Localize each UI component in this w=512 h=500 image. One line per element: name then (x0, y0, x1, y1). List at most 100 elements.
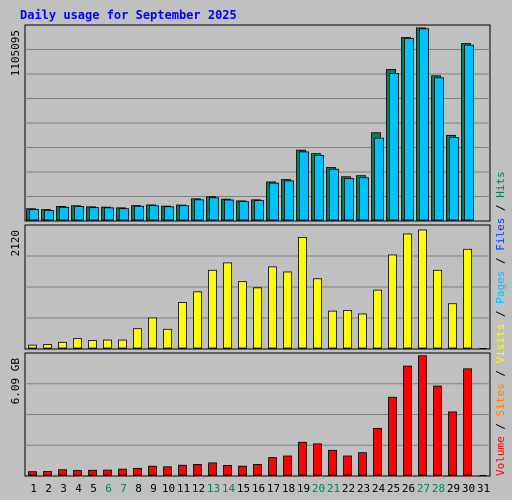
volume-bar-day-11 (178, 464, 187, 476)
pages-bar-day-12 (194, 199, 204, 221)
x-tick-label-day-12: 12 (192, 482, 205, 495)
legend-item-sites: Sites (494, 383, 507, 416)
volume-bar-day-19 (298, 441, 307, 476)
pages-bar-day-7 (119, 208, 129, 221)
legend-item-pages: Pages (494, 271, 507, 304)
legend-item-visits: Visits (494, 324, 507, 364)
volume-bar-day-15 (238, 465, 247, 476)
visits-bar-day-30 (463, 248, 472, 349)
visits-bar-day-28 (433, 269, 442, 349)
x-tick-label-day-23: 23 (357, 482, 370, 495)
volume-panel: 6.09 GB (9, 352, 491, 477)
x-axis-labels: 1 2 3 4 5 6 7 8 9 10 11 12 13 14 15 16 17 18 19 20 21 22 23 24 2… (30, 482, 490, 495)
visits-bar-day-13 (208, 269, 217, 349)
pages-bar-day-24 (374, 137, 384, 221)
volume-bar-day-22 (343, 455, 352, 476)
pages-bar-day-26 (404, 38, 414, 221)
legend-text: Volume / Sites / Visits / Pages / Files … (494, 171, 507, 476)
visits-bar-day-24 (373, 289, 382, 349)
x-tick-label-day-11: 11 (177, 482, 190, 495)
pages-bar-day-23 (359, 177, 369, 221)
visits-bar-day-2 (43, 344, 52, 349)
legend-separator: / (494, 363, 507, 383)
x-tick-label-day-7: 7 (120, 482, 127, 495)
volume-ymax-label: 6.09 GB (9, 358, 22, 405)
pages-bar-day-19 (299, 151, 309, 221)
visits-bar-day-3 (58, 341, 67, 349)
x-tick-label-day-14: 14 (222, 482, 236, 495)
legend-separator: / (494, 304, 507, 324)
x-tick-label-day-18: 18 (282, 482, 295, 495)
volume-bar-day-18 (283, 455, 292, 476)
pages-bar-day-3 (59, 206, 69, 221)
volume-bar-day-23 (358, 452, 367, 476)
legend: Volume / Sites / Visits / Pages / Files … (494, 171, 507, 476)
pages-bar-day-2 (44, 210, 54, 221)
x-tick-label-day-4: 4 (75, 482, 82, 495)
legend-item-files: Files (494, 218, 507, 251)
volume-bar-day-28 (433, 385, 442, 476)
x-tick-label-day-3: 3 (60, 482, 67, 495)
pages-bar-day-18 (284, 180, 294, 221)
x-tick-label-day-25: 25 (387, 482, 400, 495)
pages-bar-day-22 (344, 178, 354, 221)
visits-bar-day-9 (148, 317, 157, 349)
pages-bar-day-13 (209, 197, 219, 221)
pages-bar-day-11 (179, 205, 189, 221)
volume-bar-day-29 (448, 411, 457, 476)
volume-bar-day-17 (268, 457, 277, 476)
x-tick-label-day-13: 13 (207, 482, 220, 495)
x-tick-label-day-20: 20 (312, 482, 325, 495)
x-tick-label-day-17: 17 (267, 482, 280, 495)
visits-bar-day-15 (238, 281, 247, 349)
legend-separator: / (494, 251, 507, 271)
volume-bar-day-13 (208, 462, 217, 476)
pages-bar-day-8 (134, 205, 144, 221)
pages-bar-day-27 (419, 28, 429, 221)
volume-bar-day-30 (463, 368, 472, 476)
volume-bar-day-12 (193, 464, 202, 476)
visits-bar-day-14 (223, 262, 232, 349)
volume-bar-day-6 (103, 469, 112, 476)
pages-bar-day-29 (449, 137, 459, 221)
volume-bar-day-2 (43, 471, 52, 476)
x-tick-label-day-27: 27 (417, 482, 430, 495)
legend-separator: / (494, 198, 507, 218)
chart-title: Daily usage for September 2025 (20, 8, 237, 22)
volume-bar-day-16 (253, 464, 262, 476)
visits-bar-day-26 (403, 233, 412, 349)
volume-bar-day-20 (313, 443, 322, 476)
volume-bar-day-1 (28, 471, 37, 476)
volume-bar-day-24 (373, 427, 382, 476)
pages-bar-day-9 (149, 205, 159, 221)
pages-bar-day-21 (329, 168, 339, 221)
pages-bar-day-30 (464, 44, 474, 221)
volume-bar-day-7 (118, 468, 127, 476)
visits-bar-day-25 (388, 254, 397, 349)
visits-bar-day-23 (358, 313, 367, 349)
volume-bar-day-14 (223, 465, 232, 476)
volume-bar-day-21 (328, 449, 337, 476)
pages-bar-day-28 (434, 77, 444, 221)
x-tick-label-day-29: 29 (447, 482, 460, 495)
x-tick-label-day-6: 6 (105, 482, 112, 495)
visits-bar-day-8 (133, 328, 142, 349)
x-tick-label-day-15: 15 (237, 482, 250, 495)
hits-panel: 1105095 (9, 24, 491, 222)
visits-bar-day-22 (343, 310, 352, 349)
volume-bar-day-26 (403, 365, 412, 476)
pages-bar-day-4 (74, 206, 84, 221)
x-tick-label-day-9: 9 (150, 482, 157, 495)
visits-bar-day-7 (118, 339, 127, 349)
volume-bar-day-25 (388, 396, 397, 476)
x-tick-label-day-31: 31 (477, 482, 490, 495)
x-tick-label-day-28: 28 (432, 482, 445, 495)
pages-bar-day-14 (224, 199, 234, 221)
visits-bar-day-29 (448, 303, 457, 349)
visits-bar-day-19 (298, 236, 307, 349)
volume-bar-day-10 (163, 466, 172, 476)
visits-bar-day-1 (28, 344, 37, 349)
x-tick-label-day-5: 5 (90, 482, 97, 495)
